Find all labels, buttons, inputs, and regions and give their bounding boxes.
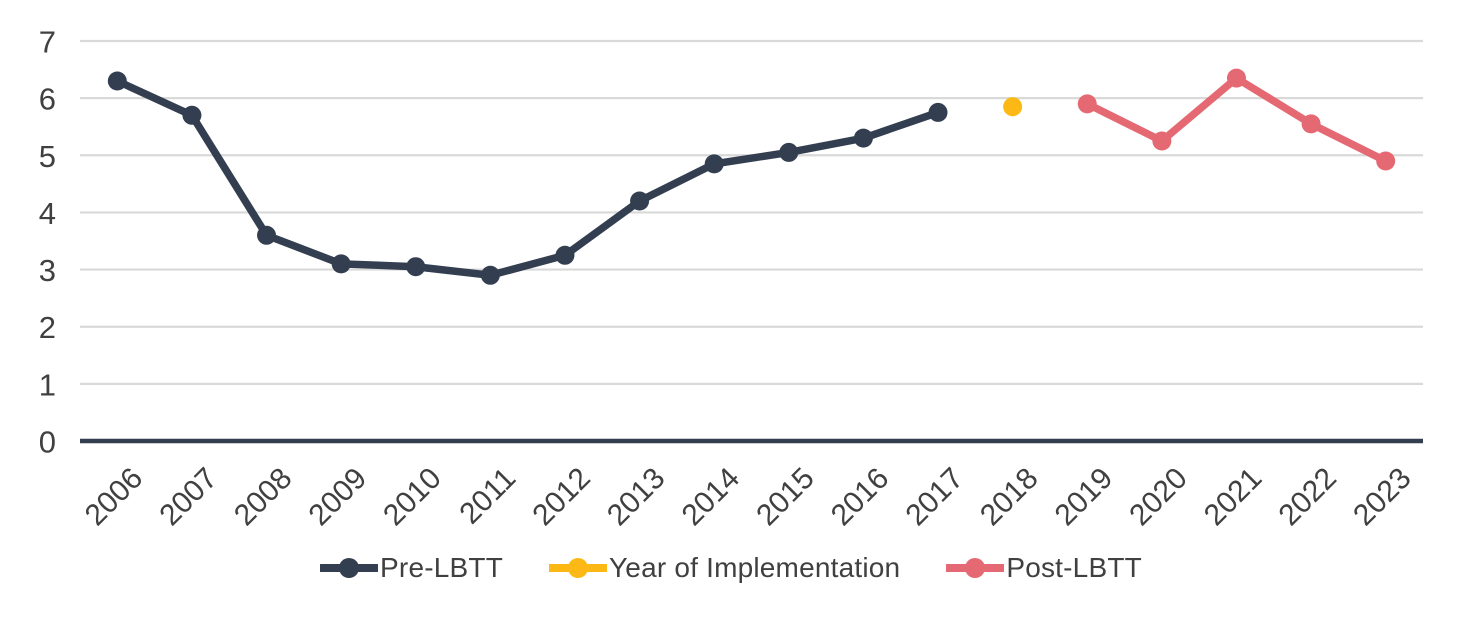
y-axis-tick-label: 1 (39, 367, 56, 402)
data-point-marker-pre-lbtt (704, 154, 724, 174)
chart-plot-area: 0 1 2 3 4 5 6 7 2006 2007 2008 2009 2010 2011 2012 2013… (39, 25, 1423, 533)
post-lbtt-line-marker-icon (946, 558, 1005, 578)
x-axis-tick-label: 2022 (1272, 462, 1343, 533)
series-line-post-lbtt (1083, 74, 1390, 165)
data-point-marker-pre-lbtt (107, 71, 127, 91)
x-axis-tick-label: 2015 (750, 462, 821, 533)
data-point-marker-pre-lbtt (406, 257, 426, 277)
data-point-marker-post-lbtt (1077, 94, 1097, 114)
x-axis-tick-label: 2010 (377, 462, 448, 533)
x-axis-tick-label: 2012 (526, 462, 597, 533)
x-axis-tick-label: 2023 (1347, 462, 1418, 533)
data-point-marker-pre-lbtt (853, 128, 873, 148)
year-of-implementation-line-marker-icon (549, 558, 607, 578)
legend-label-pre-lbtt: Pre-LBTT (380, 552, 503, 583)
data-point-marker-pre-lbtt (555, 245, 575, 265)
legend-label-year-of-implementation: Year of Implementation (609, 552, 901, 583)
chart-legend: Pre-LBTT Year of Implementation Post-LBT… (0, 552, 1462, 584)
y-axis-tick-label: 4 (39, 196, 56, 231)
legend-item-year-of-implementation: Year of Implementation (549, 552, 900, 584)
x-axis-tick-label: 2007 (153, 462, 224, 533)
series-line-pre-lbtt (113, 77, 942, 280)
x-axis-tick-label: 2016 (825, 462, 896, 533)
legend-item-pre-lbtt: Pre-LBTT (320, 552, 503, 584)
x-axis-tick-label: 2019 (1049, 462, 1120, 533)
data-point-marker-pre-lbtt (182, 105, 202, 125)
pre-lbtt-line-marker-icon (320, 558, 379, 578)
x-axis-tick-label: 2017 (899, 462, 970, 533)
data-point-marker-pre-lbtt (480, 265, 500, 285)
data-point-marker-pre-lbtt (928, 102, 948, 122)
x-axis-tick-label: 2011 (453, 462, 522, 531)
x-axis-tick-label: 2018 (974, 462, 1045, 533)
legend-label-post-lbtt: Post-LBTT (1006, 552, 1142, 583)
data-point-marker-pre-lbtt (331, 254, 351, 274)
data-point-marker-post-lbtt (1226, 68, 1246, 88)
x-axis-tick-label: 2020 (1123, 462, 1194, 533)
y-axis-tick-label: 2 (39, 310, 56, 345)
x-axis-tick-label: 2021 (1198, 462, 1269, 533)
y-axis-tick-label: 0 (39, 425, 56, 460)
x-axis-tick-label: 2014 (676, 462, 747, 533)
legend-item-post-lbtt: Post-LBTT (946, 552, 1142, 584)
y-axis-tick-label: 7 (39, 25, 56, 60)
data-point-marker-post-lbtt (1152, 131, 1172, 151)
data-point-marker-pre-lbtt (630, 191, 650, 211)
y-axis-tick-label: 5 (39, 139, 56, 174)
y-axis-tick-label: 6 (39, 82, 56, 117)
data-point-marker-post-lbtt (1376, 151, 1396, 171)
y-axis-tick-label: 3 (39, 253, 56, 288)
x-axis-tick-label: 2009 (303, 462, 374, 533)
x-axis-tick-label: 2013 (601, 462, 672, 533)
data-point-marker-year-of-implementation (1003, 97, 1023, 117)
data-point-marker-post-lbtt (1301, 114, 1321, 134)
data-point-marker-pre-lbtt (779, 142, 799, 162)
data-point-marker-pre-lbtt (257, 225, 277, 245)
x-axis-tick-label: 2006 (79, 462, 150, 533)
x-axis-tick-label: 2008 (228, 462, 299, 533)
